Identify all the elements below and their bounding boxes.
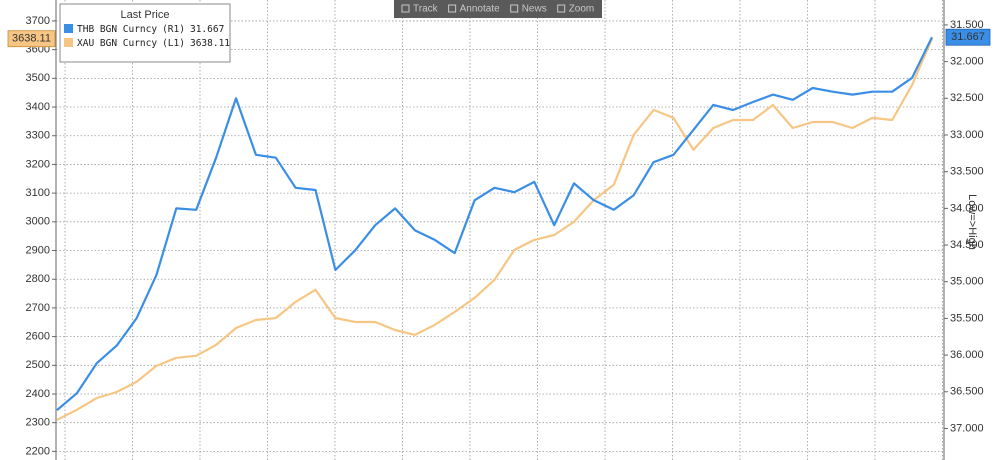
y-tick-label: 2200 — [26, 445, 50, 457]
y2-tick-label: 35.500 — [950, 312, 984, 324]
y2-tick-label: 37.000 — [950, 422, 984, 434]
y-tick-label: 2700 — [26, 302, 50, 314]
series-line — [56, 36, 933, 411]
y-tick-label: 2300 — [26, 417, 50, 429]
y-tick-label: 3500 — [26, 72, 50, 84]
legend-part: 3638.11 — [190, 38, 230, 49]
y-tick-label: 3000 — [26, 216, 50, 228]
y-tick-label: 3300 — [26, 130, 50, 142]
legend-swatch — [64, 38, 73, 47]
last-value-label: 3638.11 — [12, 33, 51, 45]
toolbar-button[interactable]: Zoom — [569, 4, 595, 15]
legend-box — [59, 3, 231, 63]
legend-title: Last Price — [121, 9, 170, 21]
y2-tick-label: 34.500 — [950, 239, 984, 251]
series-line — [56, 38, 934, 421]
y-tick-label: 3100 — [26, 187, 50, 199]
legend-part: XAU BGN Curncy — [77, 38, 157, 49]
y2-axis-title: Low=>High — [966, 194, 978, 250]
toolbar — [394, 0, 602, 18]
toolbar-button[interactable]: Annotate — [460, 4, 500, 15]
y2-tick-label: 33.500 — [950, 166, 984, 178]
toolbar-icon — [510, 4, 519, 13]
y2-tick-label: 36.000 — [950, 349, 984, 361]
legend-part: (R1) — [162, 24, 185, 35]
y2-tick-label: 34.000 — [950, 202, 984, 214]
y2-tick-label: 35.000 — [950, 276, 984, 288]
last-value-label: 31.667 — [951, 31, 985, 43]
y-tick-label: 3400 — [26, 101, 50, 113]
y-tick-label: 2900 — [26, 244, 50, 256]
toolbar-icon — [401, 4, 410, 13]
y2-tick-label: 33.000 — [950, 129, 984, 141]
y-tick-label: 2400 — [26, 388, 50, 400]
y-tick-label: 2500 — [26, 359, 50, 371]
legend-label: XAU BGN Curncy (L1) 3638.11 — [77, 38, 230, 49]
last-value-tag — [7, 30, 56, 48]
y-tick-label: 3200 — [26, 158, 50, 170]
toolbar-button[interactable]: News — [522, 4, 547, 15]
legend-swatch — [64, 24, 73, 33]
y-tick-label: 2800 — [26, 273, 50, 285]
y2-tick-label: 31.500 — [950, 19, 984, 31]
last-value-tag — [945, 28, 991, 46]
toolbar-icon — [557, 4, 566, 13]
y-tick-label: 2600 — [26, 331, 50, 343]
legend-label: THB BGN Curncy (R1) 31.667 — [77, 24, 224, 35]
y2-tick-label: 32.500 — [950, 92, 984, 104]
legend-part: THB BGN Curncy — [77, 24, 157, 35]
toolbar-icon — [448, 4, 457, 13]
toolbar-button[interactable]: Track — [413, 4, 439, 15]
legend-part: (L1) — [162, 38, 185, 49]
y2-tick-label: 32.000 — [950, 56, 984, 68]
y-tick-label: 3700 — [26, 15, 50, 27]
legend-part: 31.667 — [190, 24, 224, 35]
y2-tick-label: 36.500 — [950, 386, 984, 398]
